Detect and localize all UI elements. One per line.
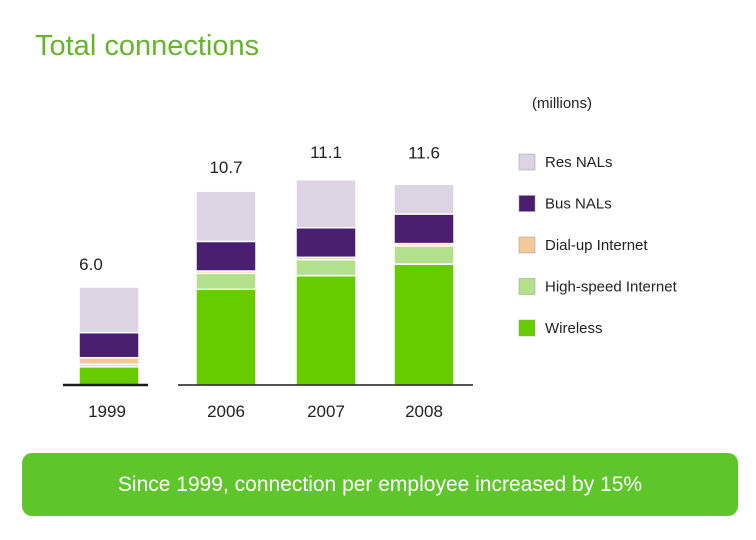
- units-label: (millions): [532, 95, 592, 112]
- legend-label-res-nals: Res NALs: [545, 154, 613, 171]
- total-label-2008: 11.6: [408, 143, 440, 162]
- x-tick-label-1999: 1999: [88, 402, 126, 421]
- bar-segment-res-nals-1999: [78, 286, 140, 334]
- bar-group: 6.0 1999 10.7 2006 11.1 2007 11.6 2008: [78, 143, 455, 421]
- total-label-2006: 10.7: [209, 158, 242, 177]
- bar-segment-bus-nals-1999: [78, 331, 140, 359]
- legend-swatch-high-speed-internet: [518, 278, 536, 295]
- legend-label-wireless: Wireless: [545, 320, 603, 337]
- chart-title: Total connections: [35, 30, 260, 62]
- legend-label-bus-nals: Bus NALs: [545, 196, 612, 213]
- bar-segment-high-speed-internet-2008: [393, 245, 455, 265]
- total-label-2007: 11.1: [310, 143, 342, 162]
- x-tick-label-2007: 2007: [307, 402, 345, 421]
- legend-label-dial-up-internet: Dial-up Internet: [545, 237, 648, 254]
- x-tick-label-2008: 2008: [405, 402, 443, 421]
- bar-segment-res-nals-2008: [393, 183, 455, 215]
- legend-swatch-dial-up-internet: [518, 236, 536, 254]
- legend: Res NALs Bus NALs Dial-up Internet High-spe…: [518, 153, 678, 337]
- bar-segment-wireless-1999: [78, 366, 140, 386]
- bar-segment-res-nals-2006: [195, 190, 257, 243]
- stacked-bar-chart: 6.0 1999 10.7 2006 11.1 2007 11.6 2008 Res NALs…: [63, 95, 678, 421]
- legend-label-high-speed-internet: High-speed Internet: [545, 279, 678, 296]
- summary-text: Since 1999, connection per employee incr…: [117, 472, 643, 496]
- bar-segment-dial-up-internet-1999: [78, 356, 140, 366]
- bar-segment-bus-nals-2007: [295, 226, 357, 259]
- bar-segment-bus-nals-2006: [195, 240, 257, 272]
- bar-segment-res-nals-2007: [295, 179, 357, 229]
- bar-segment-wireless-2006: [195, 288, 257, 386]
- legend-swatch-wireless: [518, 319, 536, 337]
- x-tick-label-2006: 2006: [207, 402, 245, 421]
- bar-segment-high-speed-internet-2006: [195, 272, 257, 291]
- legend-swatch-res-nals: [518, 153, 536, 171]
- bar-segment-bus-nals-2008: [393, 213, 455, 245]
- bar-segment-high-speed-internet-2007: [295, 258, 357, 277]
- bar-segment-wireless-2007: [295, 274, 357, 386]
- total-label-1999: 6.0: [79, 255, 103, 274]
- bar-segment-wireless-2008: [393, 263, 455, 386]
- summary-banner: Since 1999, connection per employee incr…: [22, 453, 738, 516]
- legend-swatch-bus-nals: [518, 195, 536, 212]
